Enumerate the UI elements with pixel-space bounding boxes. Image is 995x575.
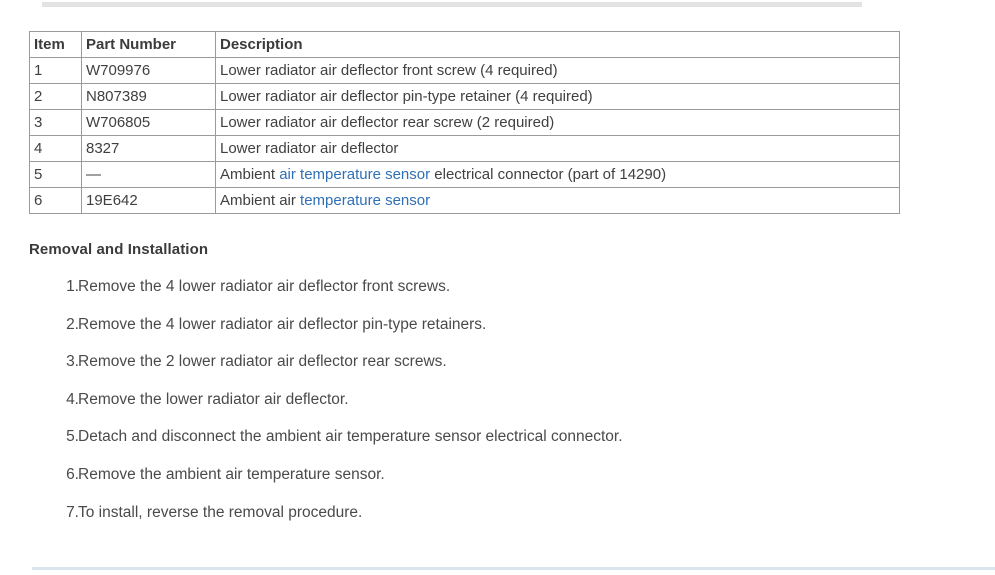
step-text: Remove the 4 lower radiator air deflecto… [78,315,487,333]
table-row: 6 19E642 Ambient air temperature sensor [29,187,900,214]
cell-description: Ambient air temperature sensor [215,187,900,214]
cell-item: 6 [29,187,82,214]
cell-item: 2 [29,83,82,110]
parts-table-body: 1 W709976 Lower radiator air deflector fro… [29,57,900,214]
cell-part-number: N807389 [81,83,216,110]
description-link[interactable]: air temperature sensor [279,166,431,183]
cell-part-number: 19E642 [81,187,216,214]
cell-description: Ambient air temperature sensor electrica… [215,161,900,188]
step-text: Remove the 2 lower radiator air deflecto… [78,353,447,371]
cell-description: Lower radiator air deflector pin-type re… [215,83,900,110]
step-text: To install, reverse the removal procedur… [78,503,363,521]
step-number: 3. [66,353,79,371]
column-header-part-number: Part Number [81,31,216,58]
page-title: Removal and Installation [29,241,209,258]
description-text: Lower radiator air deflector pin-type re… [220,88,593,105]
parts-table-head: Item Part Number Description [29,31,900,58]
cell-description: Lower radiator air deflector front screw… [215,57,900,84]
column-header-item: Item [29,31,82,58]
step-text: Remove the lower radiator air deflector. [78,390,349,408]
list-item: 6. Remove the ambient air temperature sen… [29,464,929,502]
step-number: 7. [66,503,79,521]
list-item: 7. To install, reverse the removal proced… [29,502,929,540]
description-link[interactable]: temperature sensor [300,192,431,209]
step-text: Remove the ambient air temperature senso… [78,465,385,483]
bottom-divider-rule [32,567,995,570]
list-item: 4. Remove the lower radiator air deflecto… [29,389,929,427]
step-text: Detach and disconnect the ambient air te… [78,428,623,446]
cell-description: Lower radiator air deflector [215,135,900,162]
list-item: 3. Remove the 2 lower radiator air deflec… [29,351,929,389]
description-text: electrical connector (part of 14290) [430,166,667,183]
description-text: Lower radiator air deflector [220,140,399,157]
table-row: 5— Ambient air temperature sensor electri… [29,161,900,188]
step-number: 6. [66,465,79,483]
cell-part-number: W706805 [81,109,216,136]
description-text: Lower radiator air deflector rear screw … [220,114,555,131]
cell-part-number: — [81,161,216,188]
description-text: Lower radiator air deflector front screw… [220,62,558,79]
step-text: Remove the 4 lower radiator air deflecto… [78,278,451,295]
top-divider-bar [42,2,862,7]
table-row: 2 N807389 Lower radiator air deflector pin… [29,83,900,110]
table-header-row: Item Part Number Description [29,31,900,58]
parts-table: Item Part Number Description 1 W709976 Low… [29,31,900,214]
step-number: 5. [66,428,79,446]
table-row: 4 8327 Lower radiator air deflector [29,135,900,162]
step-number: 4. [66,390,79,408]
cell-part-number: 8327 [81,135,216,162]
column-header-description: Description [215,31,900,58]
step-number: 1. [66,278,79,295]
list-item: 5. Detach and disconnect the ambient air … [29,426,929,464]
list-item: 2. Remove the 4 lower radiator air deflec… [29,314,929,352]
cell-description: Lower radiator air deflector rear screw … [215,109,900,136]
description-text: Ambient [220,166,280,183]
cell-item: 4 [29,135,82,162]
cell-item: 5 [29,161,82,188]
table-row: 1 W709976 Lower radiator air deflector fro… [29,57,900,84]
cell-item: 3 [29,109,82,136]
table-row: 3 W706805 Lower radiator air deflector rea… [29,109,900,136]
cell-part-number: W709976 [81,57,216,84]
list-item: 1. Remove the 4 lower radiator air deflec… [29,276,929,314]
description-text: Ambient air [220,192,301,209]
step-number: 2. [66,315,79,333]
cell-item: 1 [29,57,82,84]
procedure-step-list: 1. Remove the 4 lower radiator air deflec… [29,276,929,539]
